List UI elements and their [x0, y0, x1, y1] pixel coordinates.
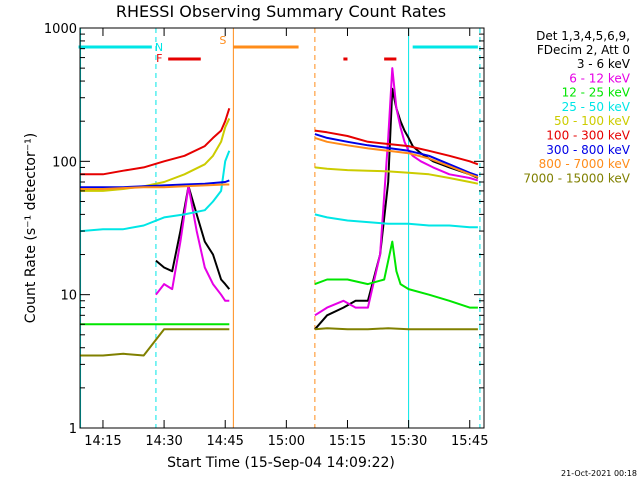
- x-tick-label-0: 14:15: [84, 434, 121, 449]
- x-tick-label-2: 14:45: [206, 434, 243, 449]
- series-line-0-seg-1: [314, 87, 479, 330]
- series-line-6-seg-0: [80, 179, 230, 189]
- legend-entry-2: 12 - 25 keV: [562, 86, 631, 100]
- flag-label-S: S: [219, 34, 226, 47]
- y-tick-label-3: 1000: [44, 22, 77, 37]
- plot-frame: [79, 27, 485, 429]
- chart-title: RHESSI Observing Summary Count Rates: [116, 2, 446, 21]
- x-axis-label: Start Time (15-Sep-04 14:09:22): [167, 455, 395, 471]
- legend-entry-0: 3 - 6 keV: [577, 57, 631, 71]
- series-line-0-seg-0: [155, 185, 231, 290]
- series-line-3-seg-1: [314, 213, 478, 229]
- x-tick-label-3: 15:00: [268, 434, 305, 449]
- x-tick-label-4: 15:15: [329, 434, 366, 449]
- legend-entry-8: 7000 - 15000 keV: [523, 171, 630, 185]
- series-line-1-seg-1: [314, 67, 479, 317]
- legend-header-0: Det 1,3,4,5,6,9,: [536, 29, 630, 43]
- x-axis-ticks: 14:15 14:30 14:45 15:00 15:15 15:30 15:45: [84, 28, 488, 449]
- y-tick-label-0: 1: [69, 422, 77, 437]
- series-line-2-seg-1: [314, 240, 478, 309]
- legend-entry-7: 800 - 7000 keV: [539, 157, 631, 171]
- legend-entry-6: 300 - 800 keV: [546, 143, 630, 157]
- y-axis-label: Count Rate (s⁻¹ detector⁻¹): [23, 133, 39, 323]
- y-tick-label-2: 100: [52, 155, 77, 170]
- series-line-7-seg-1: [314, 136, 479, 179]
- series-line-6-seg-1: [314, 133, 479, 177]
- legend: Det 1,3,4,5,6,9,FDecim 2, Att 03 - 6 keV…: [523, 29, 630, 185]
- series-line-4-seg-1: [314, 166, 479, 185]
- legend-entry-3: 25 - 50 keV: [562, 100, 631, 114]
- series-line-1-seg-0: [155, 185, 230, 302]
- x-tick-label-5: 15:30: [390, 434, 427, 449]
- x-tick-label-6: 15:45: [451, 434, 488, 449]
- y-axis-ticks: 1 10 100 1000: [44, 22, 484, 437]
- legend-header-1: FDecim 2, Att 0: [537, 43, 630, 57]
- x-tick-label-1: 14:30: [145, 434, 182, 449]
- legend-entry-5: 100 - 300 keV: [546, 129, 630, 143]
- series-line-5-seg-0: [80, 107, 231, 176]
- series-line-8-seg-0: [80, 328, 230, 357]
- series-line-3-seg-0: [80, 150, 231, 233]
- mode-flags: NF S: [78, 34, 478, 65]
- mode-vlines: [80, 28, 481, 428]
- series-lines: [80, 67, 479, 357]
- timestamp: 21-Oct-2021 00:18: [561, 469, 637, 478]
- flag-label-F: F: [156, 52, 162, 65]
- legend-entry-4: 50 - 100 keV: [554, 114, 631, 128]
- series-line-4-seg-0: [80, 117, 231, 192]
- y-tick-label-1: 10: [60, 289, 77, 304]
- legend-entry-1: 6 - 12 keV: [569, 71, 631, 85]
- series-line-8-seg-1: [314, 327, 478, 331]
- series-line-7-seg-0: [80, 183, 230, 190]
- flag-label-N: N: [155, 41, 163, 54]
- series-line-5-seg-1: [314, 129, 479, 166]
